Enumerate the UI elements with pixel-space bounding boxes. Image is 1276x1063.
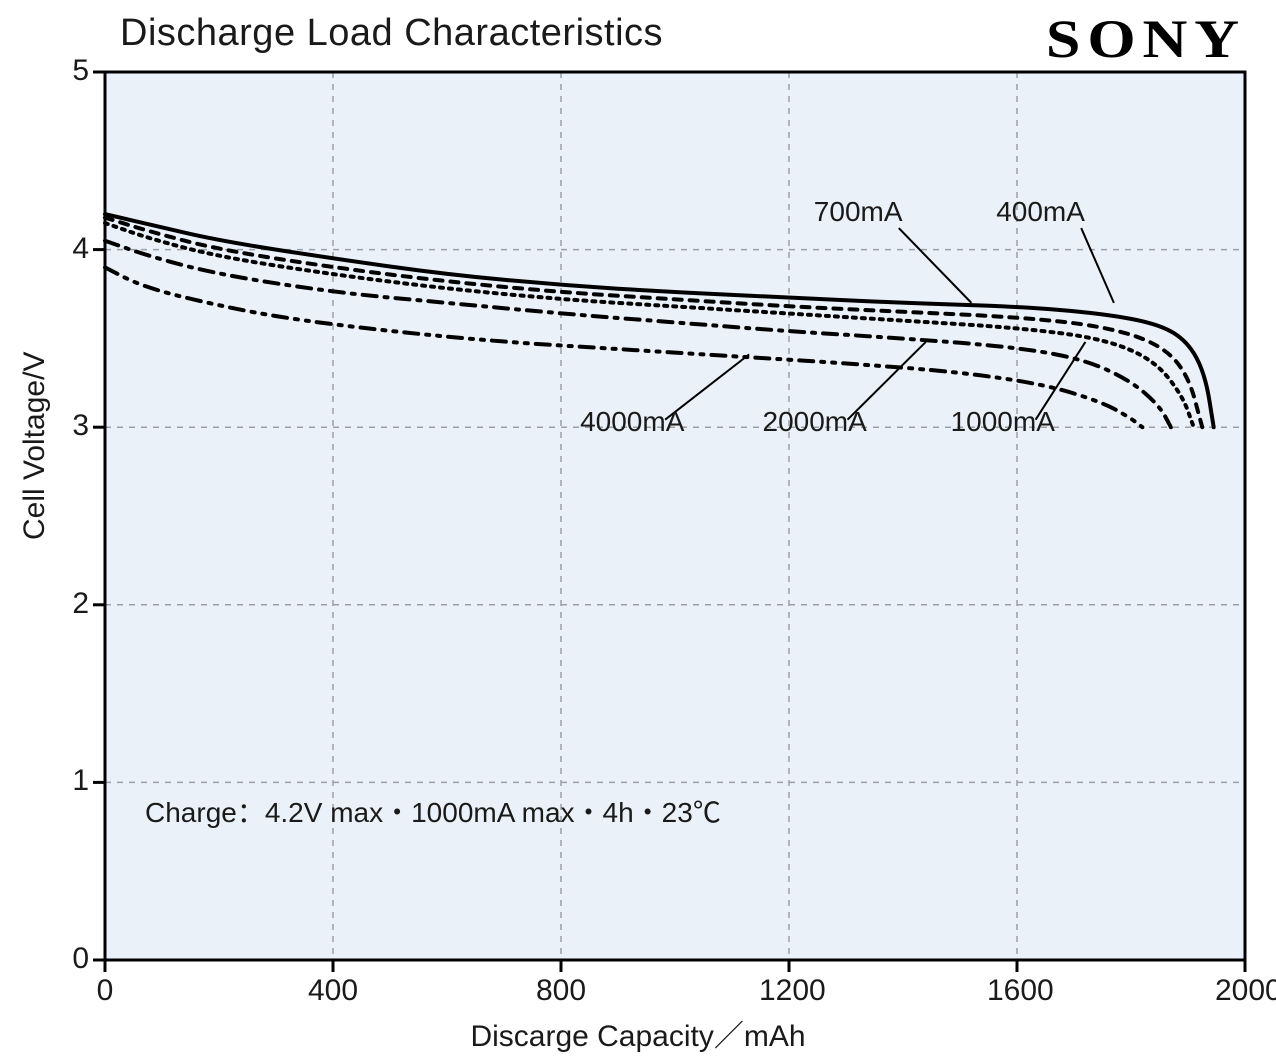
series-label: 700mA [814, 196, 903, 228]
series-label: 1000mA [951, 406, 1055, 438]
y-tick-label: 1 [55, 764, 89, 798]
chart-svg [0, 0, 1276, 1063]
series-label: 4000mA [580, 406, 684, 438]
x-tick-label: 400 [303, 974, 363, 1008]
x-tick-label: 2000 [1215, 974, 1275, 1008]
y-tick-label: 4 [55, 232, 89, 266]
y-tick-label: 0 [55, 942, 89, 976]
series-label: 2000mA [763, 406, 867, 438]
x-tick-label: 1600 [987, 974, 1047, 1008]
x-tick-label: 800 [531, 974, 591, 1008]
series-label: 400mA [996, 196, 1085, 228]
x-tick-label: 0 [75, 974, 135, 1008]
y-tick-label: 5 [55, 54, 89, 88]
x-tick-label: 1200 [759, 974, 819, 1008]
charge-condition-annotation: Charge：4.2V max・1000mA max・4h・23℃ [145, 791, 721, 831]
y-tick-label: 2 [55, 587, 89, 621]
chart-container: Discharge Load Characteristics SONY Cell… [0, 0, 1276, 1063]
y-tick-label: 3 [55, 409, 89, 443]
